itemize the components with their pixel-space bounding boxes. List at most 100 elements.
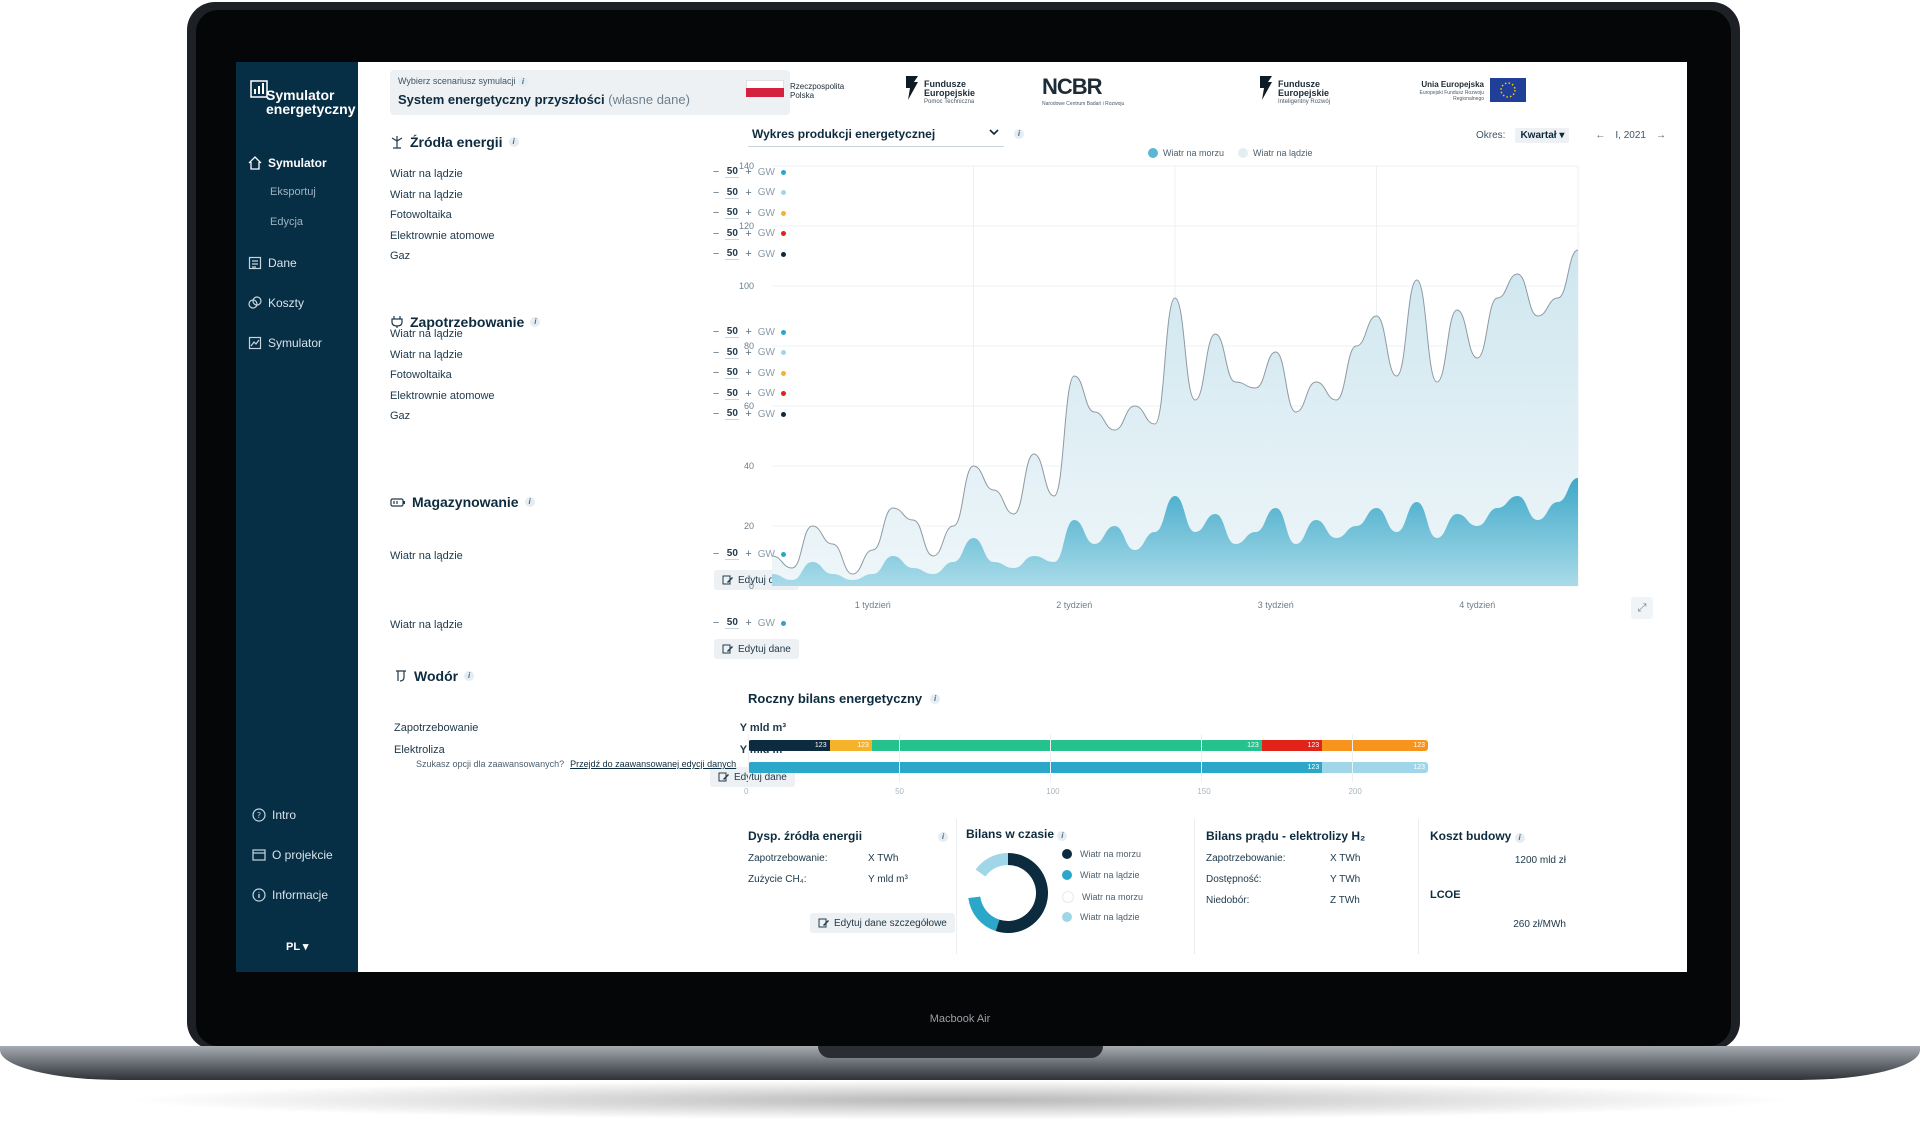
- card-title: Koszt budowy i: [1430, 829, 1525, 843]
- series-color-dot: [781, 620, 786, 626]
- increment-button[interactable]: +: [745, 387, 752, 400]
- bar-segment[interactable]: 123: [748, 762, 1323, 773]
- quantity-stepper: −50 + GW: [713, 347, 786, 359]
- increment-button[interactable]: +: [745, 207, 752, 219]
- decrement-button[interactable]: −: [712, 166, 720, 178]
- bar-segment[interactable]: 123: [748, 740, 830, 751]
- row-label: Wiatr na lądzie: [390, 550, 463, 562]
- nav-informacje[interactable]: Informacje: [252, 888, 328, 902]
- kv-row: Zużycie CH₄: Y mld m³: [748, 874, 908, 885]
- info-icon[interactable]: i: [938, 832, 948, 842]
- next-arrow-icon[interactable]: →: [1655, 130, 1666, 141]
- period-select[interactable]: Kwartał ▾: [1515, 128, 1570, 143]
- donut-slice[interactable]: [968, 896, 1000, 932]
- stepper-value[interactable]: 50: [725, 186, 740, 199]
- stepper-value[interactable]: 50: [725, 548, 740, 560]
- info-icon[interactable]: i: [930, 693, 941, 704]
- info-icon[interactable]: i: [530, 317, 541, 327]
- decrement-button[interactable]: −: [712, 326, 720, 338]
- decrement-button[interactable]: −: [712, 548, 720, 560]
- bar-segment[interactable]: 123: [1322, 740, 1428, 751]
- decrement-button[interactable]: −: [712, 617, 720, 629]
- legend-label: Wiatr na lądzie: [1080, 870, 1140, 880]
- info-icon[interactable]: i: [1514, 833, 1525, 843]
- plug-icon: [391, 316, 403, 328]
- stepper-value[interactable]: 50: [725, 387, 740, 400]
- decrement-button[interactable]: −: [712, 227, 720, 240]
- increment-button[interactable]: +: [745, 326, 752, 338]
- stepper-value[interactable]: 50: [725, 408, 740, 420]
- decrement-button[interactable]: −: [712, 248, 720, 260]
- stepper-value[interactable]: 50: [725, 227, 740, 240]
- increment-button[interactable]: +: [745, 617, 752, 629]
- increment-button[interactable]: +: [745, 166, 752, 178]
- prev-arrow-icon[interactable]: ←: [1595, 130, 1606, 141]
- increment-button[interactable]: +: [745, 227, 752, 240]
- axis-tick-label: 0: [744, 787, 749, 796]
- stepper-value[interactable]: 50: [725, 248, 740, 260]
- legend-item[interactable]: Wiatr na lądzie: [1238, 148, 1313, 158]
- legend-item[interactable]: Wiatr na morzu: [1148, 148, 1224, 158]
- build-cost-value: 1200 mld zł: [1514, 855, 1566, 866]
- info-icon[interactable]: i: [464, 671, 475, 681]
- nav-symulator-2[interactable]: Symulator: [248, 336, 322, 350]
- nav-dane[interactable]: Dane: [248, 256, 297, 270]
- increment-button[interactable]: +: [745, 346, 752, 359]
- scenario-select[interactable]: Wybierz scenariusz symulacji i System en…: [390, 70, 790, 115]
- stepper-value[interactable]: 50: [725, 617, 740, 629]
- nav-koszty[interactable]: Koszty: [248, 296, 304, 310]
- edit-icon: [718, 772, 729, 782]
- edit-data-button[interactable]: Edytuj dane: [714, 639, 799, 659]
- stepper-value[interactable]: 50: [725, 346, 740, 359]
- nav-edycja[interactable]: Edycja: [270, 216, 304, 228]
- stepper-value[interactable]: 50: [725, 166, 740, 178]
- nav-o-projekcie[interactable]: O projekcie: [252, 848, 333, 862]
- info-icon[interactable]: i: [1057, 831, 1068, 841]
- series-color-dot: [781, 370, 786, 376]
- kv-row: Niedobór: Z TWh: [1206, 895, 1360, 906]
- bar-segment[interactable]: 123: [829, 740, 872, 751]
- stepper-value[interactable]: 50: [725, 367, 740, 379]
- increment-button[interactable]: +: [745, 408, 752, 420]
- nav-intro[interactable]: ? Intro: [252, 808, 296, 822]
- advanced-edit-link[interactable]: Przejdź do zaawansowanej edycji danych: [570, 759, 737, 769]
- decrement-button[interactable]: −: [712, 207, 720, 219]
- increment-button[interactable]: +: [745, 248, 752, 260]
- info-icon[interactable]: i: [524, 497, 535, 507]
- donut-slice[interactable]: [968, 869, 986, 899]
- decrement-button[interactable]: −: [712, 367, 720, 379]
- decrement-button[interactable]: −: [712, 346, 720, 359]
- bar-segment[interactable]: 123: [1322, 762, 1428, 773]
- donut-slice[interactable]: [995, 853, 1048, 933]
- expand-icon[interactable]: ⤢: [1631, 597, 1653, 619]
- bar-segment[interactable]: 123: [871, 740, 1262, 751]
- info-icon[interactable]: i: [1014, 129, 1024, 139]
- series-color-dot: [781, 231, 786, 236]
- edit-details-button[interactable]: Edytuj dane szczegółowe: [810, 913, 955, 933]
- kv-row: Zapotrzebowanie: X TWh: [1206, 853, 1361, 864]
- stepper-value[interactable]: 50: [725, 207, 740, 219]
- unit-label: GW: [757, 166, 775, 178]
- y-tick-label: 120: [739, 221, 754, 231]
- decrement-button[interactable]: −: [712, 186, 720, 199]
- info-icon[interactable]: i: [508, 137, 519, 147]
- x-tick-label: 2 tydzień: [1056, 600, 1092, 610]
- decrement-button[interactable]: −: [712, 387, 720, 400]
- language-select[interactable]: PL ▾: [286, 940, 308, 953]
- decrement-button[interactable]: −: [712, 408, 720, 420]
- increment-button[interactable]: +: [745, 548, 752, 560]
- quantity-stepper: −50 + GW: [713, 228, 786, 240]
- increment-button[interactable]: +: [745, 186, 752, 199]
- bar-segment[interactable]: 123: [1261, 740, 1323, 751]
- segment-label: 123: [1413, 764, 1425, 771]
- increment-button[interactable]: +: [745, 367, 752, 379]
- annual-balance-title: Roczny bilans energetyczny i: [748, 691, 941, 706]
- nav-eksportuj[interactable]: Eksportuj: [270, 186, 316, 198]
- nav-symulator[interactable]: Symulator: [248, 156, 327, 170]
- donut-slice[interactable]: [975, 853, 1009, 877]
- polish-flag-bottom: [746, 88, 784, 97]
- stepper-value[interactable]: 50: [725, 326, 740, 338]
- info-icon[interactable]: i: [517, 77, 528, 87]
- quantity-stepper: −50 + GW: [713, 207, 786, 219]
- chart-type-select[interactable]: Wykres produkcji energetycznej: [748, 122, 1004, 147]
